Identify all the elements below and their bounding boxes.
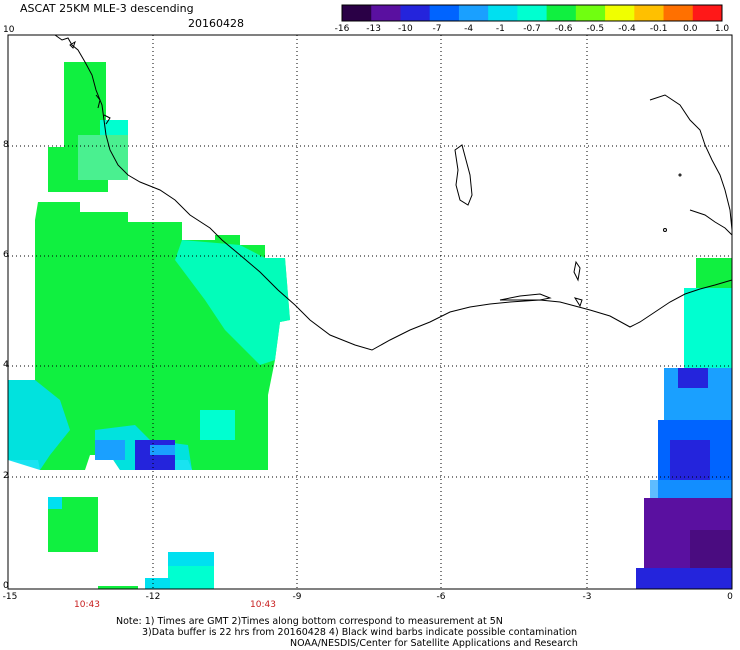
x-tick-label: 0: [727, 592, 733, 602]
colorbar-swatch: [546, 5, 577, 21]
colorbar-tick-label: 0.0: [683, 24, 698, 34]
colorbar-tick-label: -0.6: [554, 24, 573, 34]
colorbar-tick-label: -4: [464, 24, 474, 34]
y-tick-label: 4: [3, 360, 9, 370]
coastline: [54, 34, 733, 351]
data-swath-east: [636, 258, 732, 589]
y-tick-label: 10: [3, 25, 15, 35]
y-tick-label: 6: [3, 250, 9, 260]
y-tick-label: 2: [3, 471, 9, 481]
colorbar-swatch: [342, 5, 372, 21]
colorbar-swatch: [400, 5, 431, 21]
pass-time-label: 10:43: [74, 600, 100, 610]
data-swath-west: [8, 62, 290, 589]
grid-lines: [8, 35, 732, 589]
colorbar-swatch: [663, 5, 694, 21]
colorbar-swatch: [634, 5, 665, 21]
colorbar-tick-label: -16: [334, 24, 350, 34]
colorbar-swatch: [605, 5, 635, 21]
colorbar-tick-label: -10: [397, 24, 413, 34]
colorbar-tick-label: 1.0: [714, 24, 730, 34]
colorbar-tick-label: -13: [366, 24, 382, 34]
y-tick-label: 8: [3, 140, 9, 150]
date-label: 20160428: [188, 17, 244, 30]
note-line-2: 3)Data buffer is 22 hrs from 20160428 4)…: [142, 627, 578, 638]
x-tick-label: -6: [436, 592, 446, 602]
colorbar-swatch: [488, 5, 518, 21]
colorbar-swatch: [458, 5, 489, 21]
colorbar-swatch: [429, 5, 460, 21]
colorbar-tick-label: -7: [432, 24, 442, 34]
colorbar-swatch: [692, 5, 723, 21]
colorbar-tick-label: -0.4: [618, 24, 636, 34]
note-line-3: NOAA/NESDIS/Center for Satellite Applica…: [290, 638, 578, 649]
colorbar-swatch: [575, 5, 606, 21]
x-tick-label: -9: [292, 592, 302, 602]
note-line-1: Note: 1) Times are GMT 2)Times along bot…: [116, 616, 503, 627]
x-tick-label: -15: [2, 592, 18, 602]
colorbar-tick-label: -1: [495, 24, 505, 34]
colorbar-swatch: [517, 5, 548, 21]
x-tick-label: -12: [145, 592, 161, 602]
colorbar-swatch: [371, 5, 401, 21]
colorbar: [341, 4, 723, 22]
colorbar-frame: [341, 4, 723, 22]
colorbar-tick-label: -0.1: [649, 24, 668, 34]
x-tick-label: -3: [582, 592, 592, 602]
colorbar-tick-label: -0.5: [586, 24, 605, 34]
y-tick-label: 0: [3, 581, 9, 591]
colorbar-tick-label: -0.7: [523, 24, 541, 34]
plot-frame: [7, 34, 733, 590]
page-title: ASCAT 25KM MLE-3 descending: [20, 2, 194, 15]
pass-time-label: 10:43: [250, 600, 276, 610]
